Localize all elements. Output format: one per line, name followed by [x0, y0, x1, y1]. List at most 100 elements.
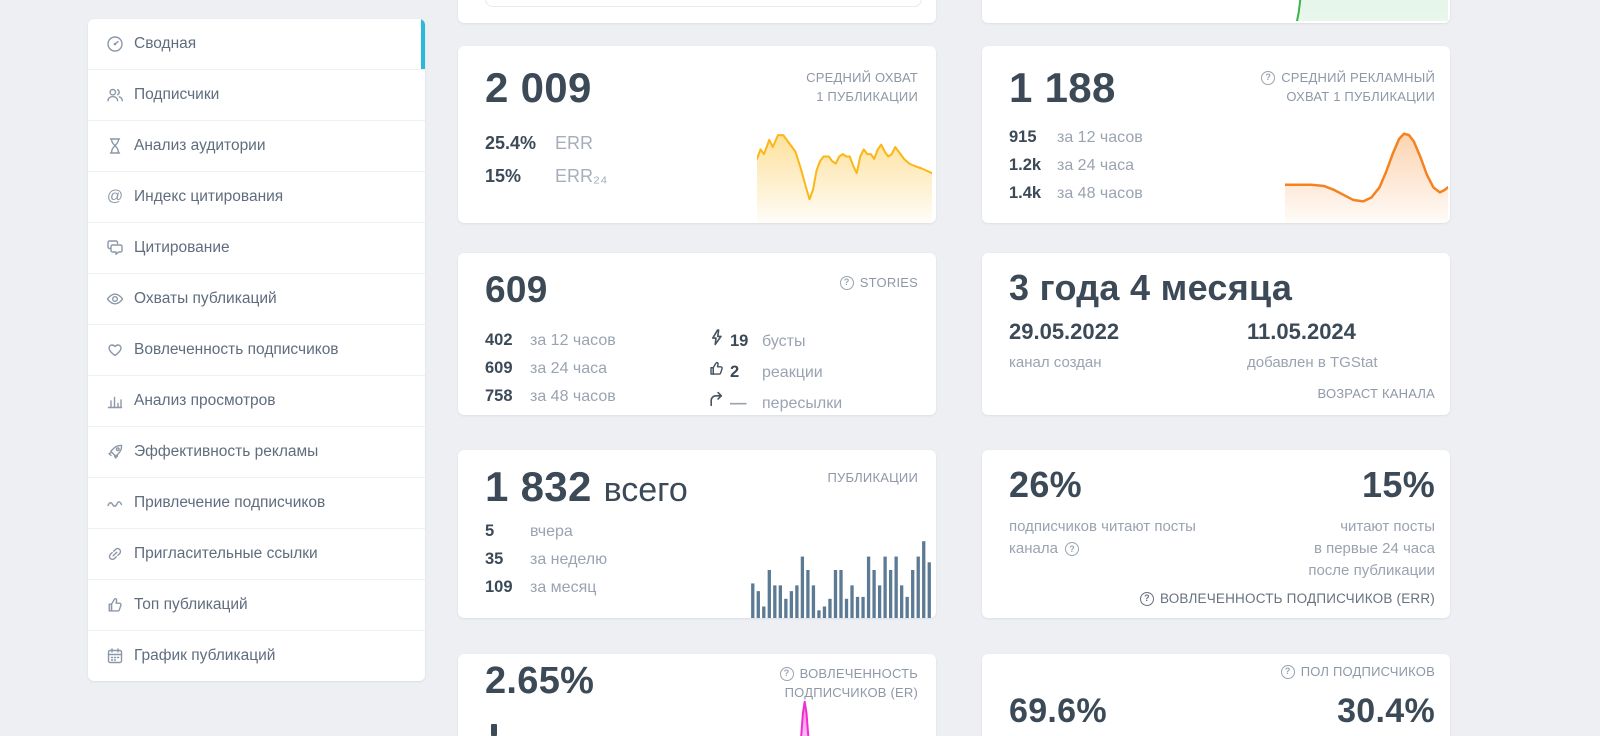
err-left-value: 26% — [1009, 464, 1082, 505]
stat-label: за 48 часов — [1057, 185, 1143, 202]
publications-total: 1 832 — [485, 463, 592, 510]
subscribers-growth-chart — [1283, 0, 1448, 21]
stat-value: 915 — [1009, 128, 1037, 146]
sidebar-item-ad-efficiency[interactable]: Эффективность рекламы — [88, 426, 425, 477]
thumbs-up-icon — [106, 596, 124, 614]
sidebar-item-label: Привлечение подписчиков — [134, 494, 326, 511]
stat-row: 1.4k за 48 часов — [1009, 184, 1143, 203]
stat-value: 25.4% — [485, 133, 537, 153]
sidebar-item-label: Цитирование — [134, 239, 230, 256]
sidebar-item-subscriber-acquisition[interactable]: Привлечение подписчиков — [88, 477, 425, 528]
publications-value: 1 832 всего — [485, 463, 688, 511]
help-icon[interactable] — [1280, 664, 1295, 679]
help-icon[interactable] — [1139, 591, 1154, 606]
stat-value: 609 — [485, 359, 513, 377]
stat-label: бусты — [762, 333, 806, 350]
sidebar-item-citations[interactable]: Цитирование — [88, 222, 425, 273]
sidebar-item-audience-analysis[interactable]: Анализ аудитории — [88, 120, 425, 171]
sidebar-item-label: Сводная — [134, 35, 197, 52]
channel-created-date: 29.05.2022 — [1009, 319, 1120, 344]
stat-row: 35 за неделю — [485, 550, 607, 569]
er-corner-label: ВОВЛЕЧЕННОСТЬ ПОДПИСЧИКОВ (ER) — [779, 664, 918, 702]
sidebar-item-invite-links[interactable]: Пригласительные ссылки — [88, 528, 425, 579]
corner-line: ПОЛ ПОДПИСЧИКОВ — [1300, 664, 1435, 679]
stat-label: за 24 часа — [1057, 157, 1135, 174]
er-sparkline — [748, 698, 928, 736]
caption-line: канала — [1009, 540, 1058, 557]
trend-line-icon — [106, 494, 124, 512]
ad-reach-sparkline — [1285, 121, 1448, 223]
bar-chart-icon — [106, 392, 124, 410]
stat-row: 1.2k за 24 часа — [1009, 156, 1143, 175]
rocket-icon — [106, 443, 124, 461]
sidebar-item-top-posts[interactable]: Топ публикаций — [88, 579, 425, 630]
caption-line: после публикации — [1308, 562, 1435, 579]
at-icon: @ — [106, 188, 124, 205]
stat-value: 1.2k — [1009, 156, 1042, 174]
help-icon[interactable] — [1261, 70, 1276, 85]
publications-corner-label: ПУБЛИКАЦИИ — [827, 468, 918, 487]
stat-row: — пересылки — [708, 391, 842, 413]
channel-created-block: 29.05.2022 канал создан — [1009, 319, 1119, 371]
err-right-caption: читают посты в первые 24 часа после публ… — [1308, 516, 1435, 582]
corner-line: СРЕДНИЙ РЕКЛАМНЫЙ — [1281, 70, 1435, 85]
stat-label: ERR — [555, 133, 594, 153]
sidebar-item-subscribers[interactable]: Подписчики — [88, 69, 425, 120]
calendar-icon — [106, 647, 124, 665]
sidebar-item-summary[interactable]: Сводная — [88, 19, 425, 69]
stat-value: 1.4k — [1009, 184, 1042, 202]
stat-row: 19 бусты — [708, 329, 842, 351]
caption-line: подписчиков читают посты — [1009, 518, 1196, 535]
stat-value: 5 — [485, 522, 495, 540]
link-icon — [106, 545, 124, 563]
channel-age-card: 3 года 4 месяца 29.05.2022 канал создан … — [982, 253, 1450, 415]
sidebar-item-label: График публикаций — [134, 647, 276, 664]
sidebar-item-label: Подписчики — [134, 86, 220, 103]
sidebar-item-label: Пригласительные ссылки — [134, 545, 318, 562]
gender-card: ПОЛ ПОДПИСЧИКОВ 69.6% 30.4% — [982, 654, 1450, 736]
sidebar-item-label: Эффективность рекламы — [134, 443, 319, 460]
corner-line: ОХВАТ 1 ПУБЛИКАЦИИ — [1286, 89, 1435, 104]
stat-label: ERR₂₄ — [555, 166, 608, 186]
sidebar-item-views-analysis[interactable]: Анализ просмотров — [88, 375, 425, 426]
sidebar-item-label: Анализ аудитории — [134, 137, 266, 154]
channel-created-label: канал создан — [1009, 354, 1102, 371]
stat-label: за месяц — [530, 579, 597, 596]
sidebar-item-label: Топ публикаций — [134, 596, 248, 613]
sidebar-item-post-reach[interactable]: Охваты публикаций — [88, 273, 425, 324]
stat-value: 109 — [485, 578, 513, 596]
stat-row: 609 за 24 часа — [485, 359, 616, 378]
stat-row: 25.4% ERR — [485, 133, 607, 154]
stat-row: 109 за месяц — [485, 578, 607, 597]
er-card: 2.65% ВОВЛЕЧЕННОСТЬ ПОДПИСЧИКОВ (ER) — [458, 654, 936, 736]
stat-label: за 12 часов — [1057, 129, 1143, 146]
stat-label: пересылки — [762, 395, 843, 412]
stat-label: вчера — [530, 523, 573, 540]
footer-text: ВОВЛЕЧЕННОСТЬ ПОДПИСЧИКОВ (ERR) — [1159, 591, 1435, 606]
stat-value: 2 — [730, 363, 740, 381]
err-right-value: 15% — [1362, 464, 1435, 505]
er-value: 2.65% — [485, 660, 595, 702]
stat-row: 5 вчера — [485, 522, 607, 541]
stat-row: 915 за 12 часов — [1009, 128, 1143, 147]
stories-card: 609 STORIES 402 за 12 часов 609 за 24 ча… — [458, 253, 936, 415]
avg-reach-card: 2 009 СРЕДНИЙ ОХВАТ 1 ПУБЛИКАЦИИ 25.4% E… — [458, 46, 936, 223]
help-icon[interactable] — [1064, 542, 1079, 556]
corner-line: ПОДПИСЧИКОВ (ER) — [784, 685, 918, 700]
err-footer-label: ВОВЛЕЧЕННОСТЬ ПОДПИСЧИКОВ (ERR) — [1139, 591, 1435, 606]
help-icon[interactable] — [779, 666, 794, 681]
sidebar-item-engagement[interactable]: Вовлеченность подписчиков — [88, 324, 425, 375]
sidebar: Сводная Подписчики Анализ аудитории @ Ин… — [88, 19, 425, 681]
stat-label: за 48 часов — [530, 388, 616, 405]
heart-icon — [106, 341, 124, 359]
sidebar-item-citation-index[interactable]: @ Индекс цитирования — [88, 171, 425, 222]
help-icon[interactable] — [839, 275, 854, 290]
sidebar-item-post-schedule[interactable]: График публикаций — [88, 630, 425, 681]
clipped-top-card-right — [982, 0, 1450, 23]
gender-female-value: 30.4% — [1337, 692, 1435, 730]
stat-value: 35 — [485, 550, 504, 568]
sidebar-item-label: Охваты публикаций — [134, 290, 277, 307]
thumbs-up-icon — [708, 360, 730, 378]
input-fragment[interactable] — [485, 0, 922, 7]
corner-line: ПУБЛИКАЦИИ — [827, 470, 918, 485]
